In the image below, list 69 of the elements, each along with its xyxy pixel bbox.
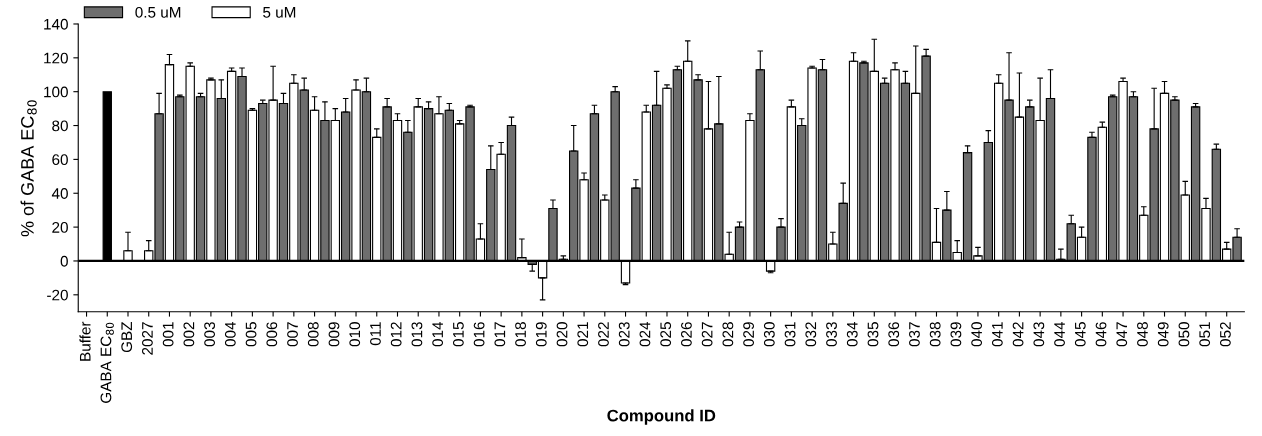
x-axis-title: Compound ID (607, 409, 716, 425)
x-tick-label: 048 (1137, 322, 1148, 347)
x-tick-label: 049 (1157, 322, 1169, 347)
y-tick-label: 120 (44, 52, 68, 64)
x-tick-label: 009 (328, 322, 340, 347)
x-tick-label: 022 (598, 322, 609, 347)
y-tick-label: 40 (51, 188, 68, 199)
x-tick-label: 017 (494, 322, 506, 347)
x-tick-label: 041 (991, 322, 1003, 347)
x-tick-label: 030 (763, 322, 775, 347)
x-tick-label: 023 (618, 322, 630, 347)
x-tick-label: 032 (805, 322, 817, 347)
x-tick-label: Buffer (79, 321, 91, 361)
x-tick-label: 011 (370, 322, 381, 346)
x-tick-label: 021 (577, 322, 589, 347)
x-tick-label: 036 (888, 322, 900, 347)
y-tick-label: 100 (44, 86, 68, 98)
x-tick-label: 031 (784, 322, 796, 347)
y-tick-label: 20 (52, 221, 68, 233)
x-tick-label: 040 (971, 322, 983, 347)
x-tick-label: 050 (1178, 322, 1190, 347)
x-tick-label: 047 (1116, 322, 1128, 347)
x-tick-label: 035 (867, 322, 879, 347)
y-tick-label: 80 (52, 120, 68, 132)
x-tick-label: 028 (722, 322, 734, 347)
y-tick-label: 140 (44, 18, 68, 30)
y-tick-label: -20 (47, 289, 68, 301)
legend-label: 0.5 uM (135, 6, 181, 18)
x-tick-label: 020 (556, 322, 568, 347)
legend-label: 5 uM (263, 7, 296, 18)
x-tick-label: 014 (432, 321, 444, 347)
x-tick-label: 007 (287, 322, 298, 347)
x-tick-label: 012 (390, 322, 402, 347)
x-tick-label: 008 (307, 322, 319, 347)
x-tick-label: GBZ (121, 321, 133, 353)
x-tick-label: 005 (245, 322, 257, 347)
x-tick-label: 003 (204, 322, 216, 347)
x-tick-label: 039 (950, 322, 962, 347)
x-tick-label: 006 (266, 322, 278, 347)
x-tick-label: 016 (473, 322, 485, 347)
x-tick-label: GABA EC$_{80}$ (100, 322, 114, 403)
x-tick-label: 033 (826, 322, 837, 347)
x-tick-label: 027 (701, 322, 713, 347)
x-tick-label: 004 (224, 321, 236, 347)
x-tick-label: 015 (452, 322, 464, 347)
x-tick-label: 018 (515, 322, 526, 347)
x-tick-label: 024 (639, 321, 651, 347)
y-axis-title: % of GABA EC$_{80}$ (20, 100, 37, 237)
x-tick-label: 037 (909, 322, 920, 347)
x-tick-label: 2027 (142, 322, 153, 355)
x-tick-label: 042 (1012, 322, 1024, 347)
x-tick-label: 029 (743, 322, 755, 347)
x-tick-label: 045 (1074, 322, 1086, 347)
x-tick-label: 034 (846, 321, 858, 347)
y-tick-label: 0 (60, 255, 68, 267)
x-tick-label: 025 (660, 322, 672, 347)
x-tick-label: 010 (349, 322, 361, 347)
x-tick-label: 044 (1054, 321, 1065, 347)
x-tick-label: 046 (1095, 322, 1107, 347)
x-tick-label: 002 (183, 322, 195, 347)
x-tick-label: 026 (681, 322, 692, 347)
x-tick-label: 051 (1199, 322, 1211, 347)
x-tick-label: 019 (535, 322, 547, 347)
x-tick-label: 038 (929, 322, 941, 347)
x-tick-label: 052 (1219, 322, 1231, 347)
x-tick-label: 013 (411, 322, 423, 347)
x-tick-label: 001 (162, 322, 174, 347)
y-tick-label: 60 (52, 154, 68, 166)
x-tick-label: 043 (1033, 322, 1045, 347)
